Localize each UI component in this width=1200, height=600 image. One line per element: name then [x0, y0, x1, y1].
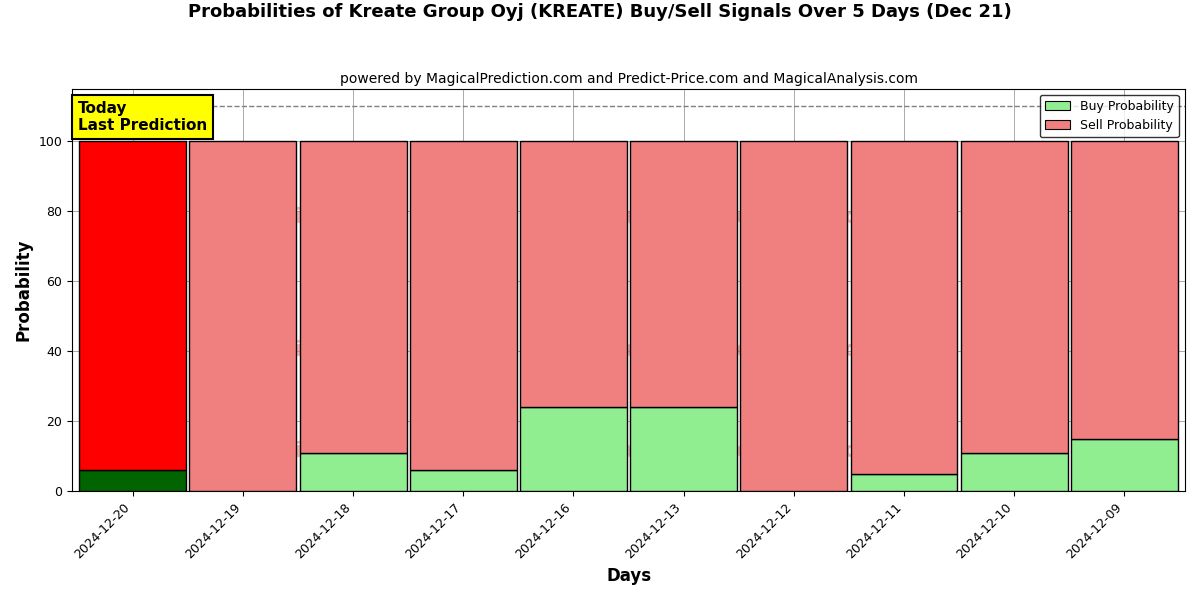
Text: MagicalAnalysis.com: MagicalAnalysis.com — [242, 441, 503, 461]
Text: Probabilities of Kreate Group Oyj (KREATE) Buy/Sell Signals Over 5 Days (Dec 21): Probabilities of Kreate Group Oyj (KREAT… — [188, 3, 1012, 21]
Text: MagicalAnalysis.com: MagicalAnalysis.com — [242, 340, 503, 361]
Bar — [300, 141, 407, 453]
X-axis label: Days: Days — [606, 567, 652, 585]
Bar — [851, 474, 958, 491]
Bar — [520, 407, 626, 491]
Bar — [410, 141, 517, 470]
Bar — [851, 141, 958, 474]
Bar — [961, 453, 1068, 491]
Bar — [520, 141, 626, 407]
Title: powered by MagicalPrediction.com and Predict-Price.com and MagicalAnalysis.com: powered by MagicalPrediction.com and Pre… — [340, 72, 918, 86]
Bar — [630, 407, 737, 491]
Text: Today
Last Prediction: Today Last Prediction — [78, 101, 206, 133]
Bar — [1070, 141, 1178, 439]
Bar — [300, 453, 407, 491]
Bar — [630, 141, 737, 407]
Bar — [79, 470, 186, 491]
Legend: Buy Probability, Sell Probability: Buy Probability, Sell Probability — [1040, 95, 1178, 137]
Bar — [79, 141, 186, 470]
Y-axis label: Probability: Probability — [16, 239, 34, 341]
Bar — [1070, 439, 1178, 491]
Bar — [190, 141, 296, 491]
Text: MagicalPrediction.com: MagicalPrediction.com — [598, 441, 882, 461]
Bar — [961, 141, 1068, 453]
Text: MagicalAnalysis.com: MagicalAnalysis.com — [242, 208, 503, 227]
Bar — [740, 141, 847, 491]
Text: MagicalPrediction.com: MagicalPrediction.com — [598, 340, 882, 361]
Bar — [410, 470, 517, 491]
Text: MagicalPrediction.com: MagicalPrediction.com — [598, 208, 882, 227]
